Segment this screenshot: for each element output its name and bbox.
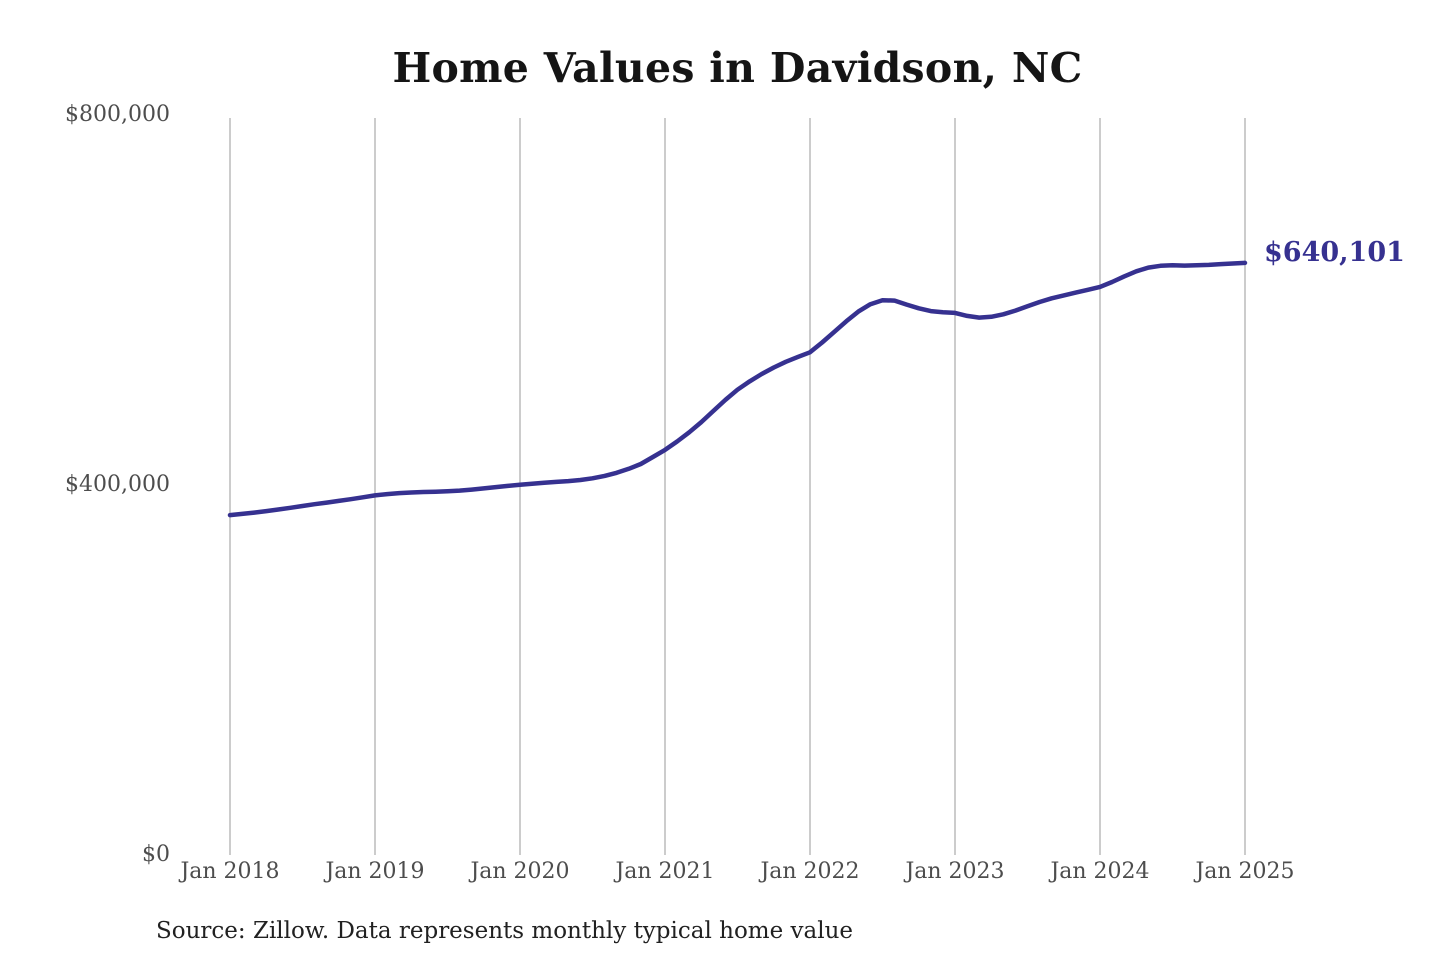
home-values-line	[227, 260, 1248, 518]
gridlines	[229, 118, 1246, 855]
latest-value-label: $640,101	[1264, 236, 1405, 268]
source-note: Source: Zillow. Data represents monthly …	[156, 918, 854, 944]
chart-title: Home Values in Davidson, NC	[392, 44, 1083, 92]
